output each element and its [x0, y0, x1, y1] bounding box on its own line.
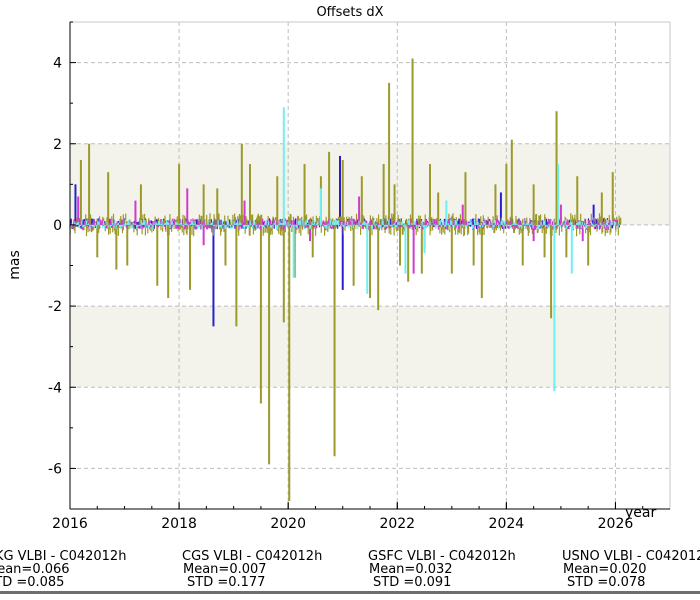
x-axis-label: year	[625, 505, 656, 521]
legend-mean: Mean=0.020	[563, 562, 647, 577]
x-tick-label: 2022	[379, 516, 415, 532]
band-1	[70, 306, 670, 388]
y-tick-label: 4	[53, 56, 62, 72]
legend-std: STD =0.078	[567, 575, 646, 590]
y-tick-label: 2	[53, 137, 62, 153]
plot-frame	[69, 21, 671, 510]
y-axis-label: mas	[7, 250, 23, 280]
legend-mean: Mean=0.007	[183, 562, 267, 577]
chart-title: Offsets dX	[316, 5, 383, 20]
legend-series-name: USNO VLBI - C042012h	[562, 549, 700, 564]
x-tick-labels: 2016 2018 2020 2022 2024 2026	[52, 516, 633, 532]
y-tick-label: -4	[48, 380, 62, 396]
legend-item-3: USNO VLBI - C042012h Mean=0.020 STD =0.078	[562, 548, 700, 590]
series-3	[69, 107, 621, 392]
legend-item-2: GSFC VLBI - C042012h Mean=0.032 STD =0.091	[368, 548, 568, 590]
legend-mean: Mean=0.032	[369, 562, 453, 577]
y-tick-label: 0	[53, 218, 62, 234]
x-tick-label: 2024	[489, 516, 525, 532]
legend-std: STD =0.085	[0, 575, 65, 590]
y-tick-labels: -6 -4 -2 0 2 4	[48, 56, 62, 478]
data-series	[69, 58, 622, 501]
x-tick-label: 2018	[161, 516, 197, 532]
legend-series-name: GSFC VLBI - C042012h	[368, 549, 516, 564]
x-tick-label: 2016	[52, 516, 88, 532]
x-tick-label: 2020	[270, 516, 306, 532]
y-tick-label: -6	[48, 461, 62, 477]
legend-series-name: BKG VLBI - C042012h	[0, 549, 127, 564]
plot-bands	[70, 143, 670, 388]
series-1	[69, 58, 622, 501]
legend-divider	[0, 591, 700, 594]
legend-std: STD =0.091	[373, 575, 452, 590]
legend-series-name: CGS VLBI - C042012h	[182, 549, 323, 564]
x-tick-label: 2026	[598, 516, 634, 532]
legend-mean: Mean=0.066	[0, 562, 70, 577]
legend-std: STD =0.177	[187, 575, 266, 590]
band-0	[70, 143, 670, 225]
legend-item-1: CGS VLBI - C042012h Mean=0.007 STD =0.177	[182, 548, 382, 590]
y-tick-label: -2	[48, 299, 62, 315]
